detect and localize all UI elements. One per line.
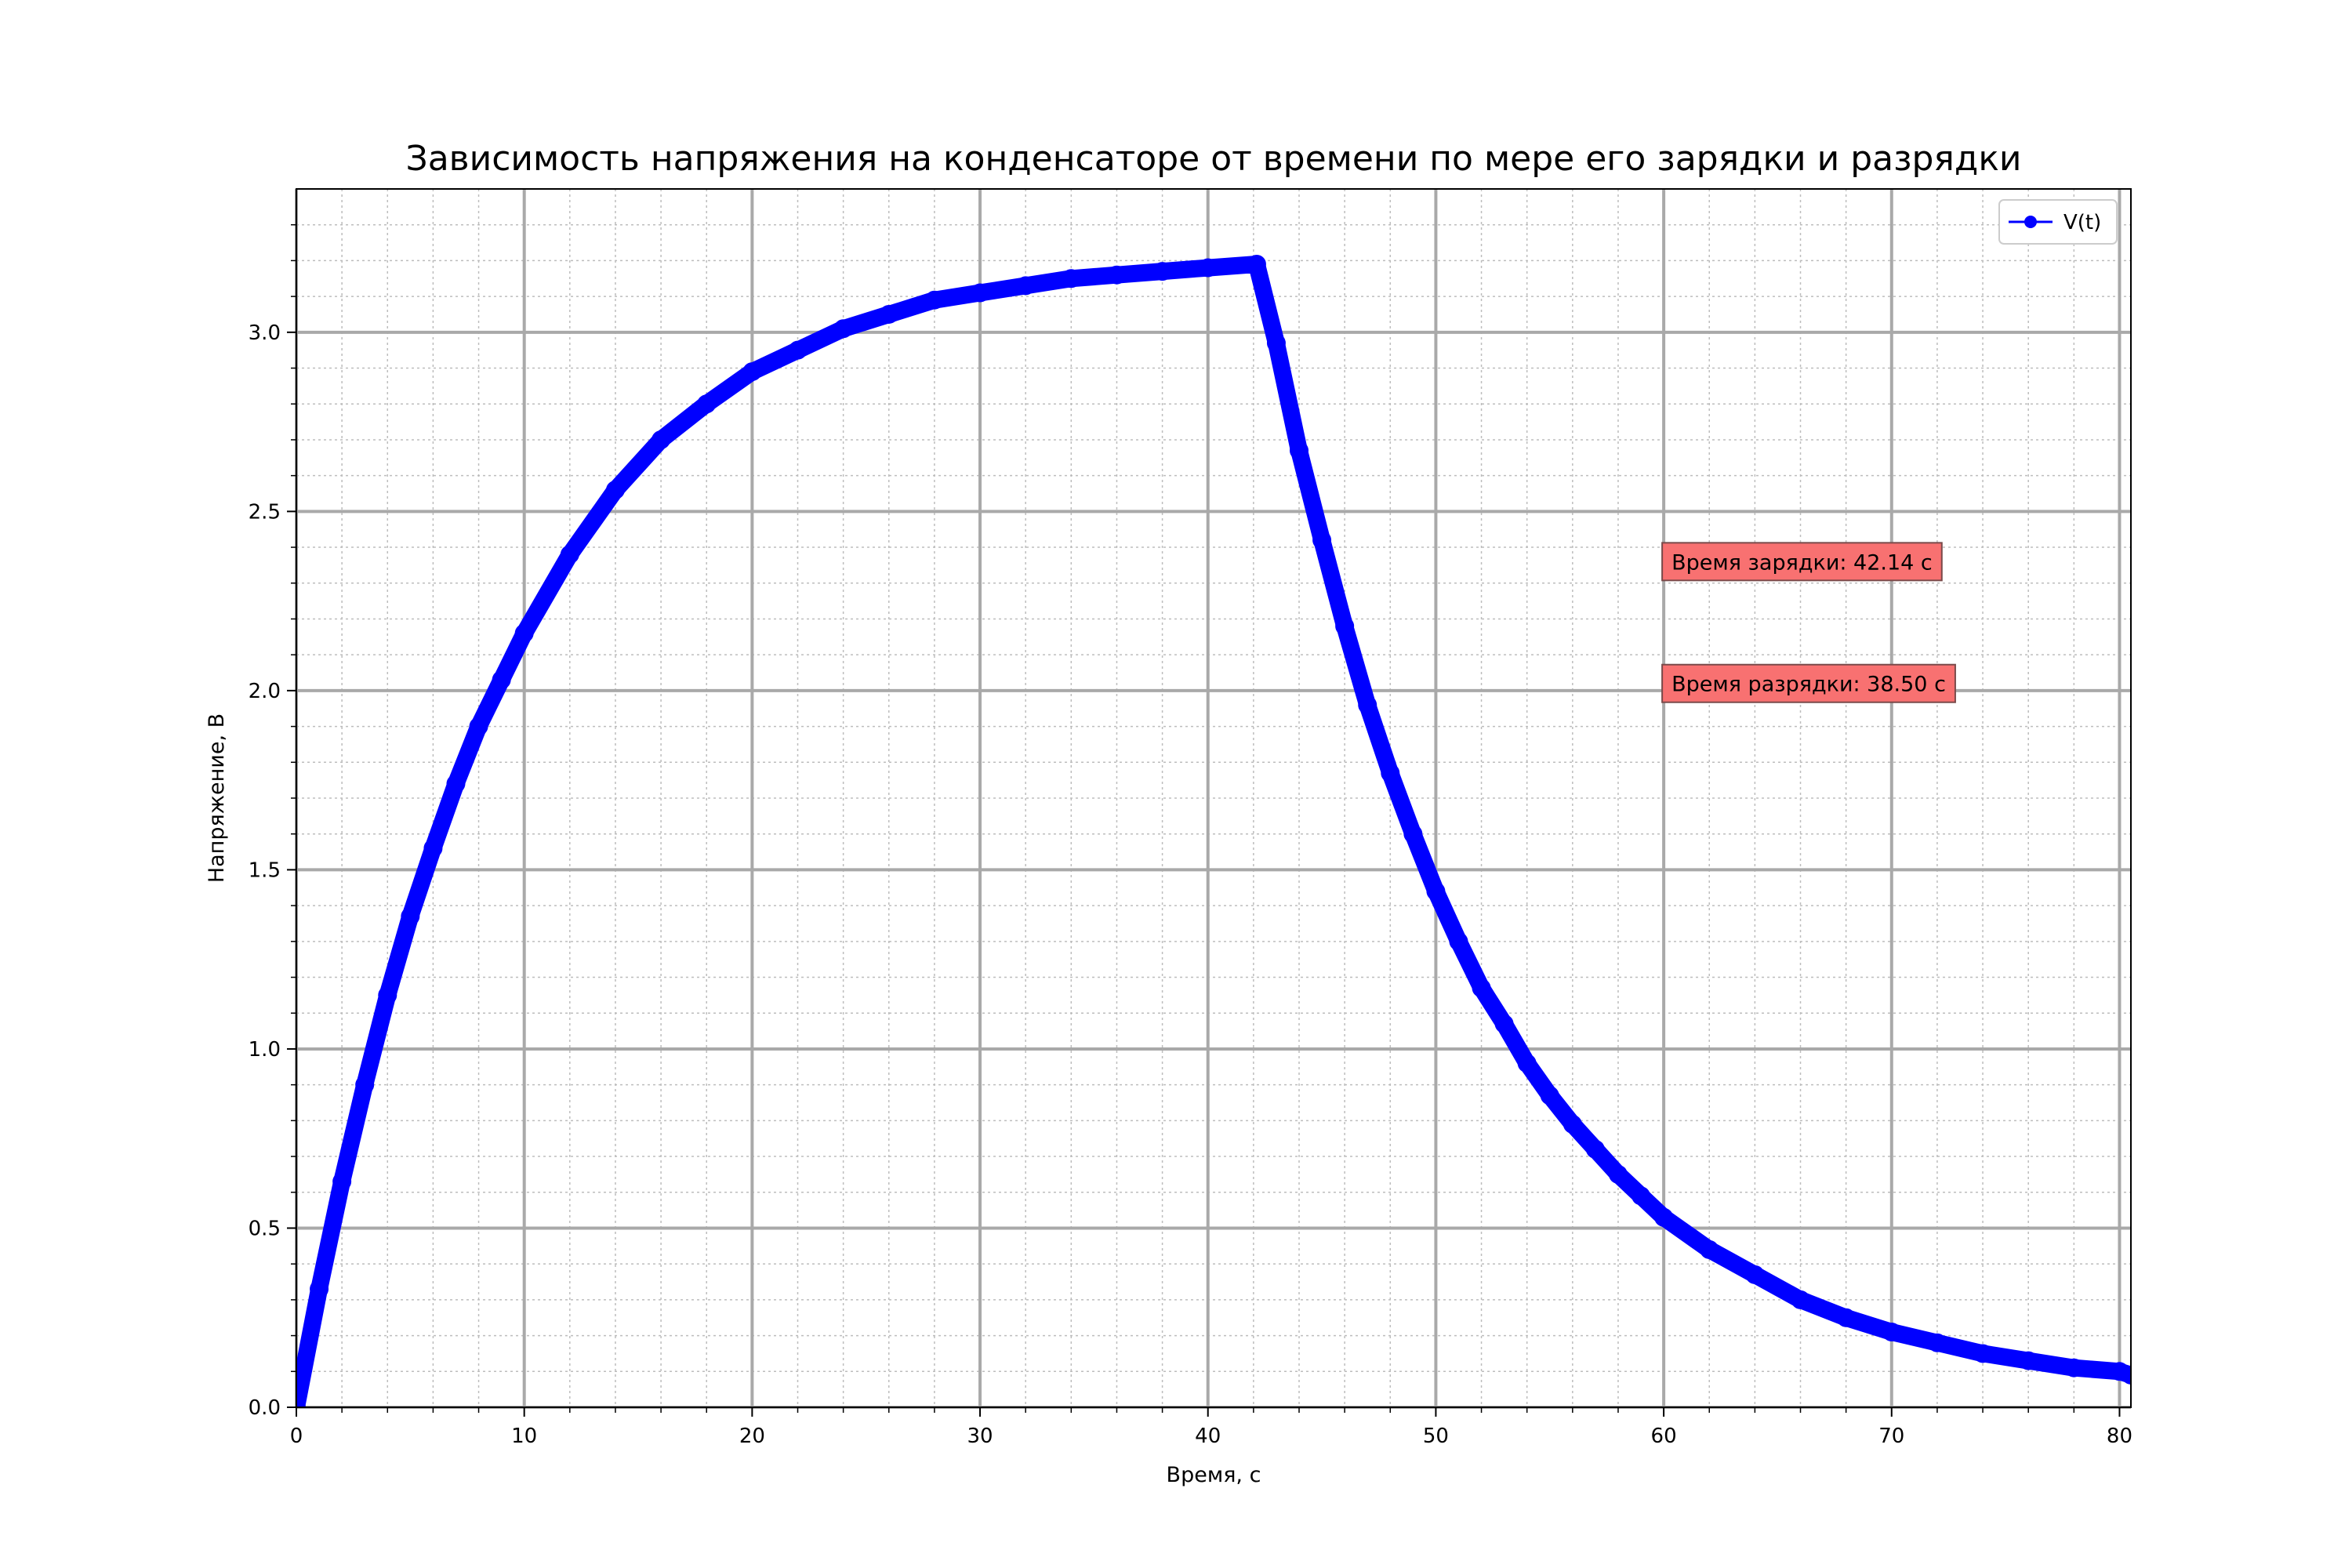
data-point <box>296 1398 306 1407</box>
data-point <box>1654 1207 1674 1227</box>
data-point <box>605 480 625 499</box>
y-tick-label: 3.0 <box>249 321 281 345</box>
data-point <box>1563 1114 1582 1134</box>
data-point <box>788 340 808 360</box>
ticks <box>287 223 2121 1417</box>
annotation-text: Время разрядки: 38.50 с <box>1671 673 1946 697</box>
y-tick-label: 0.0 <box>249 1396 281 1420</box>
data-point <box>423 838 443 858</box>
data-point <box>492 670 511 690</box>
data-point <box>1381 764 1400 783</box>
data-point <box>879 304 898 324</box>
data-point <box>2019 1351 2038 1370</box>
data-point <box>1472 978 1491 998</box>
data-point <box>1016 276 1036 296</box>
legend-box <box>1998 199 2118 245</box>
minor-grid <box>296 189 2131 1407</box>
annotation-box <box>1661 663 1956 703</box>
y-axis-label: Напряжение, В <box>205 713 229 883</box>
data-point <box>1198 258 1218 278</box>
data-point <box>1745 1265 1765 1284</box>
x-tick-label: 10 <box>511 1425 537 1448</box>
data-point <box>1403 824 1423 844</box>
data-point <box>697 394 717 414</box>
data-point <box>560 545 579 564</box>
x-tick-label: 40 <box>1195 1425 1221 1448</box>
x-tick-label: 0 <box>290 1425 303 1448</box>
data-point <box>1791 1290 1810 1309</box>
y-tick-label: 2.0 <box>249 680 281 703</box>
data-point <box>1836 1308 1856 1327</box>
data-point <box>833 319 853 339</box>
x-tick-label: 50 <box>1423 1425 1449 1448</box>
x-tick-label: 70 <box>1878 1425 1904 1448</box>
x-tick-label: 60 <box>1651 1425 1677 1448</box>
data-point <box>332 1172 352 1192</box>
data-point <box>1973 1344 1993 1363</box>
chart-title: Зависимость напряжения на конденсаторе о… <box>406 139 2022 179</box>
data-point <box>2064 1358 2084 1377</box>
x-axis-label: Время, с <box>1167 1463 1261 1487</box>
data-point <box>1608 1164 1628 1184</box>
tick-labels: 0 10 20 30 40 50 60 70 80 0.0 0.5 1.0 1.5 2.0 2.5 3.0 <box>249 321 2132 1448</box>
annotation-box <box>1661 542 1943 582</box>
data-point <box>446 774 466 793</box>
data-point <box>652 430 671 449</box>
data-point <box>2122 1365 2131 1385</box>
data-point <box>310 1279 329 1299</box>
legend-label: V(t) <box>2063 211 2101 234</box>
data-point <box>1152 262 1172 281</box>
x-tick-label: 30 <box>967 1425 993 1448</box>
data-point <box>1312 530 1332 550</box>
data-point <box>742 362 762 382</box>
data-point <box>1062 269 1081 289</box>
data-point <box>469 717 488 736</box>
data-point <box>1540 1086 1559 1105</box>
data-point <box>1927 1333 1947 1352</box>
data-point <box>1882 1323 1901 1342</box>
data-point <box>1517 1054 1537 1073</box>
data-point <box>924 290 944 310</box>
y-tick-label: 2.5 <box>249 500 281 524</box>
series-layer <box>296 254 2131 1407</box>
data-point <box>1358 695 1377 715</box>
data-point <box>1494 1014 1514 1033</box>
data-point <box>401 906 420 926</box>
data-point <box>1700 1240 1719 1259</box>
legend-marker-swatch <box>2024 216 2037 228</box>
data-point <box>1632 1186 1651 1206</box>
data-point <box>1290 441 1309 460</box>
x-tick-label: 20 <box>739 1425 765 1448</box>
annotation-2: Время разрядки: 38.50 с <box>1661 663 1956 703</box>
annotation-1: Время зарядки: 42.14 с <box>1661 542 1943 582</box>
data-point <box>355 1075 375 1094</box>
y-tick-label: 0.5 <box>249 1217 281 1240</box>
data-point <box>1426 881 1446 901</box>
data-point <box>1449 931 1468 951</box>
data-point <box>1335 616 1355 636</box>
annotations: Время зарядки: 42.14 с Время разрядки: 38… <box>1661 542 1956 703</box>
data-point <box>378 985 397 1005</box>
x-tick-label: 80 <box>2107 1425 2132 1448</box>
legend: V(t) <box>1998 199 2118 245</box>
data-point <box>1107 265 1127 285</box>
annotation-text: Время зарядки: 42.14 с <box>1671 550 1933 575</box>
y-tick-label: 1.0 <box>249 1038 281 1062</box>
data-point <box>1266 333 1286 353</box>
data-point <box>1247 254 1266 274</box>
y-tick-label: 1.5 <box>249 858 281 882</box>
data-point <box>514 623 534 643</box>
data-point <box>1585 1139 1605 1159</box>
data-point <box>971 283 990 303</box>
